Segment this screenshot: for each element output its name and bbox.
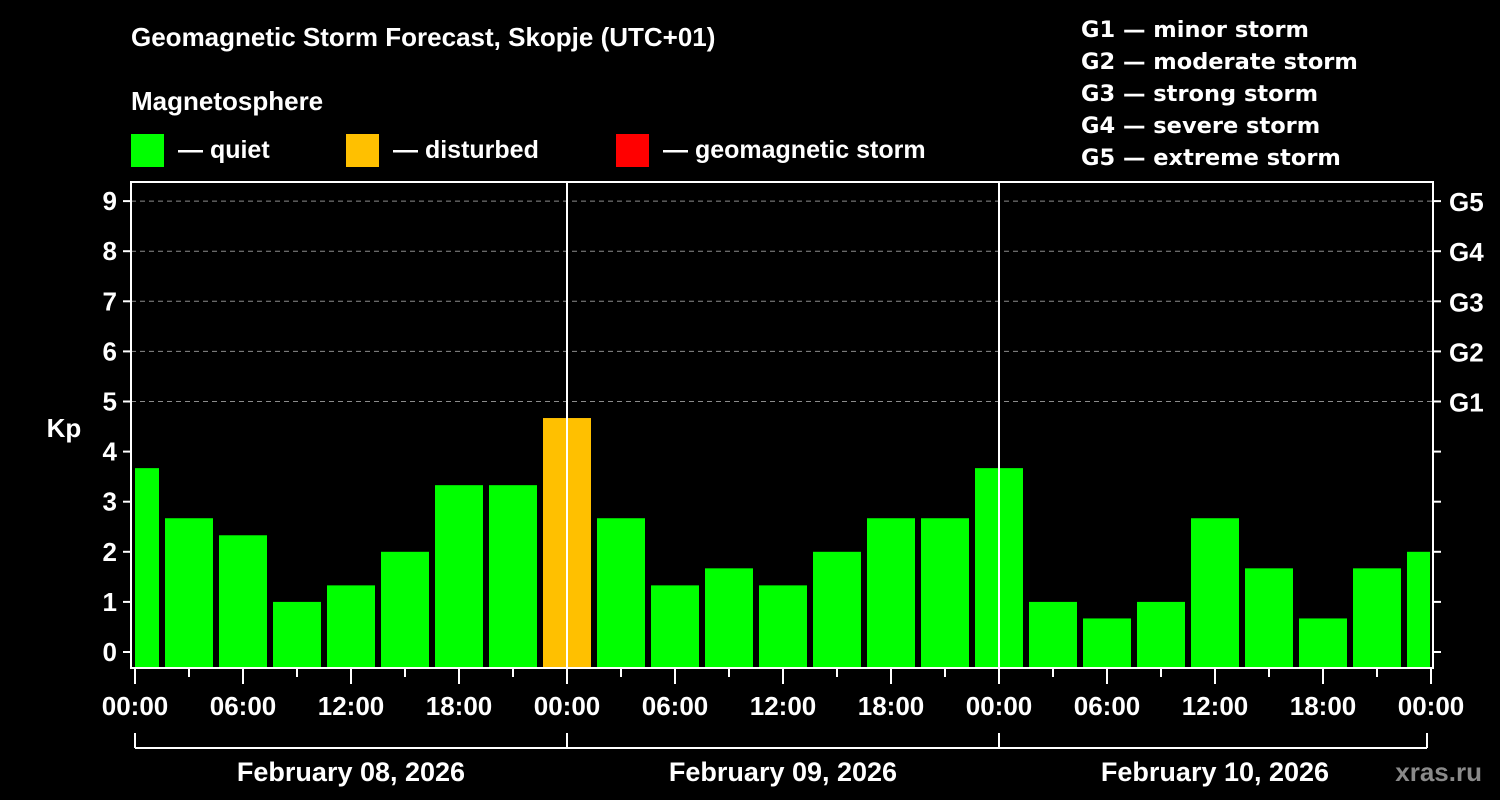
x-tick-label: 12:00 <box>750 691 817 721</box>
y-tick-label: 8 <box>103 236 117 266</box>
kp-bar <box>705 568 753 668</box>
kp-bar <box>1191 518 1239 668</box>
x-tick-label: 06:00 <box>642 691 709 721</box>
kp-bar <box>867 518 915 668</box>
x-tick-label: 18:00 <box>1290 691 1357 721</box>
y-tick-label: 4 <box>103 437 118 467</box>
date-label: February 09, 2026 <box>669 757 897 787</box>
grid-lines <box>131 200 1433 402</box>
axis-labels: 0 1 2 3 4 5 6 7 8 9 Kp G1 G2 G3 G4 G5 00:00 06:00 12:00 18:… <box>47 186 1485 787</box>
x-tick-label: 12:00 <box>318 691 385 721</box>
g-scale-item: G4 — severe storm <box>1081 113 1321 139</box>
kp-bar <box>651 585 699 668</box>
x-tick-label: 18:00 <box>858 691 925 721</box>
chart-title: Geomagnetic Storm Forecast, Skopje (UTC+… <box>131 22 716 52</box>
y-tick-label: 0 <box>103 637 117 667</box>
x-tick-label: 00:00 <box>966 691 1033 721</box>
x-tick-label: 18:00 <box>426 691 493 721</box>
kp-bar <box>1299 618 1347 668</box>
kp-bar <box>273 601 321 668</box>
g-level-label: G4 <box>1449 237 1484 267</box>
y-tick-label: 7 <box>103 286 117 316</box>
g-scale-item: G5 — extreme storm <box>1081 145 1341 171</box>
y-tick-label: 2 <box>103 537 117 567</box>
legend-quiet: — quiet <box>131 133 270 167</box>
legend-storm-label: — geomagnetic storm <box>663 135 926 164</box>
kp-bar <box>597 518 645 668</box>
g-level-label: G5 <box>1449 187 1484 217</box>
magnetosphere-heading: Magnetosphere <box>131 86 324 116</box>
kp-bar <box>135 468 159 668</box>
quiet-swatch-icon <box>131 133 164 167</box>
legend-storm: — geomagnetic storm <box>616 133 926 167</box>
kp-bar <box>1353 568 1401 668</box>
x-tick-label: 00:00 <box>1398 691 1465 721</box>
g-level-label: G2 <box>1449 337 1484 367</box>
legend-disturbed-label: — disturbed <box>393 135 539 164</box>
x-tick-label: 12:00 <box>1182 691 1249 721</box>
legend-disturbed: — disturbed <box>346 133 539 167</box>
date-label: February 08, 2026 <box>237 757 465 787</box>
kp-bar <box>1137 601 1185 668</box>
kp-bar <box>759 585 807 668</box>
y-tick-label: 9 <box>103 186 117 216</box>
kp-bar <box>489 485 537 668</box>
kp-bar <box>165 518 213 668</box>
x-tick-label: 06:00 <box>1074 691 1141 721</box>
kp-bar <box>327 585 375 668</box>
g-scale-item: G2 — moderate storm <box>1081 49 1358 75</box>
x-tick-label: 06:00 <box>210 691 277 721</box>
kp-bar <box>1407 551 1430 668</box>
g-level-label: G3 <box>1449 287 1484 317</box>
kp-bar <box>921 518 969 668</box>
kp-bar <box>1029 601 1077 668</box>
watermark: xras.ru <box>1395 757 1482 787</box>
date-label: February 10, 2026 <box>1101 757 1329 787</box>
kp-bar <box>813 551 861 668</box>
x-tick-label: 00:00 <box>534 691 601 721</box>
kp-bar <box>1245 568 1293 668</box>
axes <box>123 181 1441 749</box>
g-scale-item: G1 — minor storm <box>1081 17 1309 43</box>
y-tick-label: 6 <box>103 336 117 366</box>
bars <box>135 418 1430 668</box>
g-scale-legend: G1 — minor storm G2 — moderate storm G3 … <box>1081 14 1358 174</box>
kp-bar <box>219 535 267 668</box>
x-tick-label: 00:00 <box>102 691 169 721</box>
kp-bar <box>435 485 483 668</box>
g-level-label: G1 <box>1449 388 1484 418</box>
y-axis-label: Kp <box>47 413 82 443</box>
disturbed-swatch-icon <box>346 133 379 167</box>
storm-swatch-icon <box>616 133 649 167</box>
y-tick-label: 1 <box>103 587 117 617</box>
y-tick-label: 5 <box>103 387 117 417</box>
kp-bar <box>1083 618 1131 668</box>
kp-bar <box>381 551 429 668</box>
y-tick-label: 3 <box>103 487 117 517</box>
g-scale-item: G3 — strong storm <box>1081 81 1319 107</box>
legend-quiet-label: — quiet <box>178 135 270 164</box>
